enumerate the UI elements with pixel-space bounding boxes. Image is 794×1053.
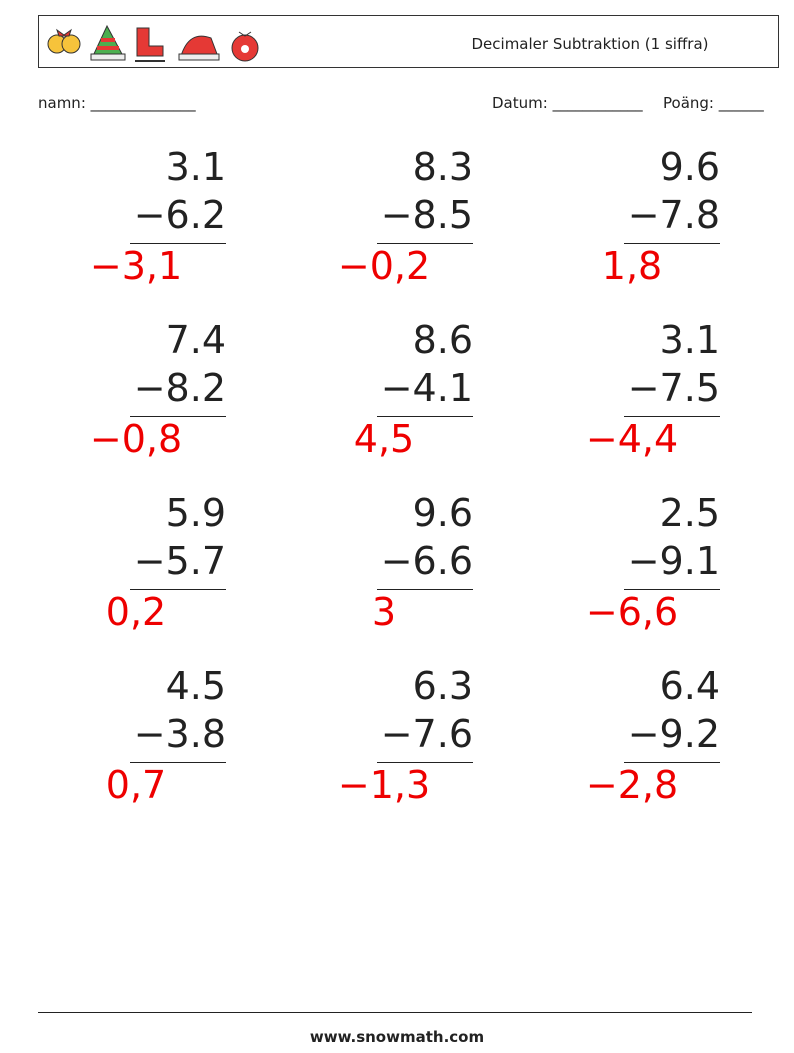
problem: 6.3 −7.6 −1,3 — [233, 664, 473, 834]
subtrahend: −4.1 — [380, 366, 473, 410]
subtrahend: −9.2 — [627, 712, 720, 756]
answer: 3 — [371, 590, 397, 634]
gift-bag-icon — [231, 31, 259, 62]
answer: −2,8 — [585, 763, 679, 807]
subtrahend: −6.6 — [380, 539, 473, 583]
footer-rule — [38, 1012, 752, 1013]
answer: 0,7 — [105, 763, 167, 807]
minuend: 6.3 — [412, 664, 473, 708]
answer-rule — [129, 416, 226, 417]
answer: −0,2 — [337, 244, 431, 288]
minuend: 6.4 — [659, 664, 720, 708]
minuend: 7.4 — [165, 318, 226, 362]
answer-rule — [376, 243, 473, 244]
answer-rule — [376, 762, 473, 763]
answer: 4,5 — [353, 417, 415, 461]
header-box — [38, 15, 779, 68]
answer-rule — [376, 589, 473, 590]
answer-rule — [623, 416, 720, 417]
answer: 0,2 — [105, 590, 167, 634]
problem: 6.4 −9.2 −2,8 — [480, 664, 720, 834]
name-field: namn: ______________ — [38, 94, 196, 112]
bells-icon — [47, 28, 81, 54]
subtrahend: −3.8 — [133, 712, 226, 756]
problem: 9.6 −6.6 3 — [233, 491, 473, 661]
minuend: 8.3 — [412, 145, 473, 189]
answer-rule — [129, 589, 226, 590]
answer-rule — [129, 762, 226, 763]
answer: −4,4 — [585, 417, 679, 461]
minuend: 2.5 — [659, 491, 720, 535]
answer-rule — [129, 243, 226, 244]
subtrahend: −5.7 — [133, 539, 226, 583]
subtrahend: −6.2 — [133, 193, 226, 237]
answer-rule — [623, 762, 720, 763]
problem: 7.4 −8.2 −0,8 — [0, 318, 226, 488]
subtrahend: −7.5 — [627, 366, 720, 410]
date-field: Datum: ____________ — [492, 94, 643, 112]
problem: 3.1 −6.2 −3,1 — [0, 145, 226, 315]
problem: 9.6 −7.8 1,8 — [480, 145, 720, 315]
problem: 3.1 −7.5 −4,4 — [480, 318, 720, 488]
problem: 4.5 −3.8 0,7 — [0, 664, 226, 834]
problem: 8.3 −8.5 −0,2 — [233, 145, 473, 315]
minuend: 3.1 — [659, 318, 720, 362]
problem: 5.9 −5.7 0,2 — [0, 491, 226, 661]
problem: 2.5 −9.1 −6,6 — [480, 491, 720, 661]
elf-hat-icon — [90, 24, 126, 61]
worksheet-title: Decimaler Subtraktion (1 siffra) — [471, 35, 709, 53]
answer-rule — [623, 589, 720, 590]
subtrahend: −7.8 — [627, 193, 720, 237]
minuend: 5.9 — [165, 491, 226, 535]
answer: −1,3 — [337, 763, 431, 807]
answer: −0,8 — [89, 417, 183, 461]
answer: −6,6 — [585, 590, 679, 634]
minuend: 9.6 — [659, 145, 720, 189]
santa-hat-icon — [178, 35, 220, 61]
answer: −3,1 — [89, 244, 183, 288]
score-field: Poäng: ______ — [663, 94, 764, 112]
subtrahend: −7.6 — [380, 712, 473, 756]
minuend: 8.6 — [412, 318, 473, 362]
subtrahend: −8.2 — [133, 366, 226, 410]
answer-rule — [623, 243, 720, 244]
minuend: 3.1 — [165, 145, 226, 189]
minuend: 9.6 — [412, 491, 473, 535]
answer-rule — [376, 416, 473, 417]
skate-icon — [135, 27, 165, 62]
subtrahend: −9.1 — [627, 539, 720, 583]
header-icons — [47, 24, 259, 62]
minuend: 4.5 — [165, 664, 226, 708]
subtrahend: −8.5 — [380, 193, 473, 237]
problem: 8.6 −4.1 4,5 — [233, 318, 473, 488]
answer: 1,8 — [601, 244, 663, 288]
footer-site: www.snowmath.com — [309, 1028, 485, 1046]
